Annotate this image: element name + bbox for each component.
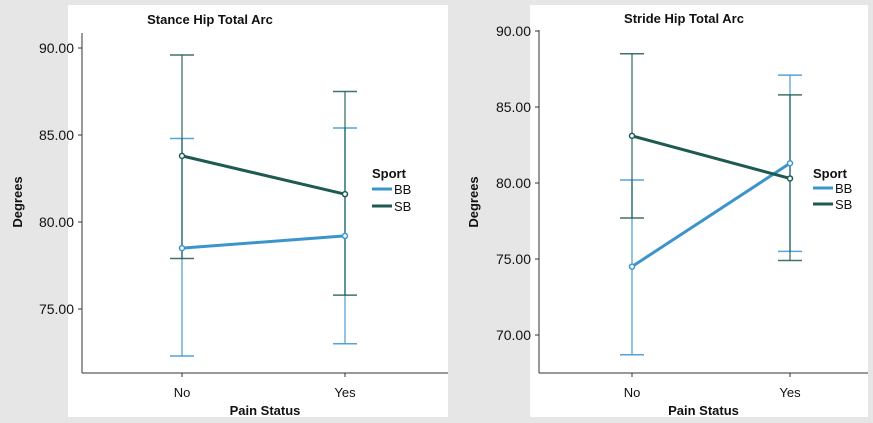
chart-1: Stance Hip Total Arc 75.00 80.00 85.00 90.00… [10,5,448,418]
legend-title: Sport [372,166,407,181]
data-point-bb [178,244,186,252]
data-point-bb [341,232,349,240]
y-tick-label: 80.00 [39,214,74,230]
chart-2: Stride Hip Total Arc 70.00 75.00 80.00 85.00… [466,5,868,418]
x-tick-label: Yes [334,385,356,400]
series-line-sb [631,134,791,180]
y-tick-label: 75.00 [496,251,531,267]
y-tick-label: 85.00 [39,127,74,143]
data-point-bb [628,263,636,270]
legend-label-sb: SB [394,199,411,214]
data-point-bb [786,159,794,167]
data-point-sb [628,132,636,140]
series-line-sb [181,154,346,196]
legend-label-bb: BB [835,181,852,196]
y-tick-label: 90.00 [496,23,531,39]
x-axis-title: Pain Status [230,403,301,418]
y-tick-label: 80.00 [496,175,531,191]
y-axis-title: Degrees [466,176,481,227]
data-point-sb [178,152,186,160]
legend-title: Sport [813,166,848,181]
x-axis-title: Pain Status [668,403,739,418]
x-tick-label: Yes [779,385,801,400]
series-line-bb [181,234,346,250]
chart-panel [530,5,868,417]
series-line-bb [631,161,791,268]
y-tick-label: 75.00 [39,301,74,317]
data-point-sb [786,175,794,182]
chart-panel [68,5,448,417]
chart-title: Stance Hip Total Arc [147,12,273,27]
y-tick-label: 85.00 [496,99,531,115]
y-axis-title: Degrees [10,176,25,227]
y-tick-label: 90.00 [39,40,74,56]
legend-label-sb: SB [835,197,852,212]
legend-label-bb: BB [394,182,411,197]
y-tick-label: 70.00 [496,327,531,343]
chart-title: Stride Hip Total Arc [624,11,744,26]
x-tick-label: No [174,385,191,400]
x-tick-label: No [624,385,641,400]
data-point-sb [341,190,349,198]
